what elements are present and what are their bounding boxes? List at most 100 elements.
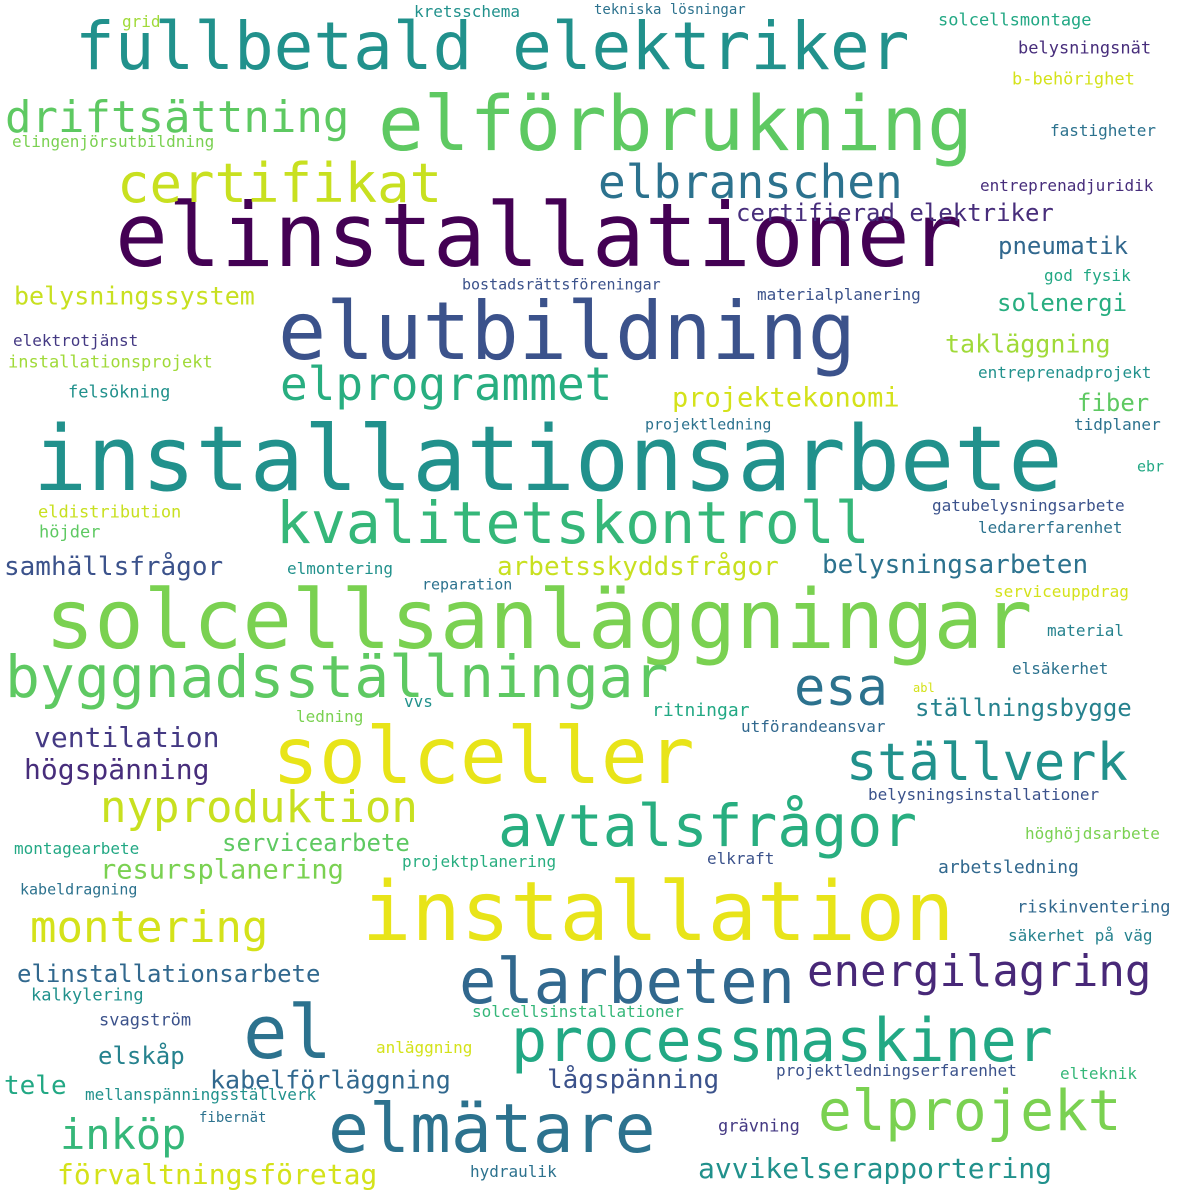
word-cloud-term: högspänning <box>24 753 210 786</box>
word-cloud-term: ställningsbygge <box>915 694 1132 722</box>
word-cloud-term: servicearbete <box>222 829 410 857</box>
word-cloud-term: utförandeansvar <box>741 717 886 736</box>
word-cloud-term: avtalsfrågor <box>498 792 918 860</box>
word-cloud-term: fullbetald elektriker <box>75 8 910 85</box>
word-cloud-term: kalkylering <box>31 985 144 1006</box>
word-cloud-term: elbranschen <box>598 155 903 209</box>
word-cloud-term: resursplanering <box>100 854 344 886</box>
word-cloud-term: elektrotjänst <box>13 331 139 350</box>
word-cloud-term: kretsschema <box>414 2 520 21</box>
word-cloud-term: höghöjdsarbete <box>1025 824 1160 843</box>
word-cloud-term: arbetsledning <box>938 857 1079 878</box>
word-cloud-term: kabeldragning <box>20 880 138 899</box>
word-cloud-term: reparation <box>422 575 513 594</box>
word-cloud-term: byggnadsställningar <box>5 643 669 711</box>
word-cloud-term: fiber <box>1077 389 1150 417</box>
word-cloud-term: elarbeten <box>459 945 795 1018</box>
word-cloud-term: riskinventering <box>1017 897 1171 918</box>
word-cloud-term: pneumatik <box>998 232 1129 260</box>
word-cloud-term: arbetsskyddsfrågor <box>497 552 779 582</box>
word-cloud-term: belysningsinstallationer <box>868 785 1100 804</box>
word-cloud-term: bostadsrättsföreningar <box>462 275 661 294</box>
word-cloud-term: elinstallationer <box>115 184 963 287</box>
word-cloud-term: lågspänning <box>547 1065 720 1095</box>
word-cloud-term: materialplanering <box>757 285 921 304</box>
word-cloud-term: fastigheter <box>1050 121 1156 140</box>
word-cloud-term: elförbrukning <box>378 79 973 168</box>
word-cloud-term: hydraulik <box>470 1162 557 1181</box>
word-cloud-term: nyproduktion <box>100 782 418 833</box>
word-cloud-term: god fysik <box>1044 266 1131 285</box>
word-cloud-term: energilagring <box>807 946 1152 997</box>
word-cloud-term: tekniska lösningar <box>594 2 746 18</box>
word-cloud-term: installationsprojekt <box>8 352 213 373</box>
word-cloud-term: vvs <box>404 692 433 711</box>
word-cloud-term: takläggning <box>945 329 1111 359</box>
word-cloud-term: belysningssystem <box>14 281 255 311</box>
word-cloud-term: svagström <box>99 1010 192 1031</box>
word-cloud-term: ebr <box>1137 457 1165 476</box>
word-cloud-term: tidplaner <box>1074 415 1161 434</box>
word-cloud-term: b-behörighet <box>1012 69 1135 90</box>
word-cloud-term: elutbildning <box>278 285 856 378</box>
word-cloud-term: ledning <box>296 707 364 726</box>
word-cloud-term: installation <box>362 865 955 960</box>
word-cloud-term: avvikelserapportering <box>698 1152 1053 1185</box>
word-cloud-term: förvaltningsföretag <box>57 1158 378 1191</box>
word-cloud-term: ventilation <box>34 721 220 754</box>
word-cloud-term: felsökning <box>68 382 171 403</box>
word-cloud-term: elmätare <box>328 1090 656 1169</box>
word-cloud-term: solenergi <box>997 289 1128 317</box>
word-cloud-term: säkerhet på väg <box>1008 926 1153 945</box>
word-cloud-term: belysningsnät <box>1018 38 1152 59</box>
word-cloud-term: tele <box>4 1071 67 1101</box>
word-cloud-term: elmontering <box>287 559 393 578</box>
word-cloud-term: samhällsfrågor <box>4 552 224 582</box>
word-cloud-term: ledarerfarenhet <box>978 518 1123 537</box>
word-cloud-term: elprogrammet <box>280 357 613 411</box>
word-cloud-term: elteknik <box>1060 1064 1138 1083</box>
word-cloud-term: elprojekt <box>818 1079 1122 1144</box>
word-cloud-term: certifikat <box>117 152 443 215</box>
word-cloud-term: ritningar <box>652 700 750 721</box>
word-cloud-term: elsäkerhet <box>1012 659 1109 678</box>
word-cloud-term: montering <box>30 902 269 953</box>
word-cloud-term: ställverk <box>846 733 1128 793</box>
word-cloud-term: montagearbete <box>14 839 140 858</box>
word-cloud-term: solcellsinstallationer <box>472 1002 684 1021</box>
word-cloud-term: projektekonomi <box>672 382 900 414</box>
word-cloud-term: elkraft <box>707 849 775 868</box>
word-cloud-term: anläggning <box>376 1038 473 1057</box>
word-cloud-term: solcellsmontage <box>938 10 1092 31</box>
word-cloud-term: grävning <box>718 1116 800 1137</box>
word-cloud-term: projektledning <box>645 415 772 434</box>
word-cloud-term: el <box>243 990 333 1076</box>
word-cloud-term: projektledningserfarenhet <box>776 1061 1017 1080</box>
word-cloud-term: serviceuppdrag <box>994 582 1129 601</box>
word-cloud-term: grid <box>122 12 161 31</box>
word-cloud-term: elinstallationsarbete <box>17 960 321 988</box>
word-cloud-term: inköp <box>60 1110 187 1159</box>
word-cloud-term: entreprenadprojekt <box>978 363 1152 382</box>
word-cloud-term: gatubelysningsarbete <box>932 496 1125 515</box>
word-cloud-term: abl <box>913 681 935 695</box>
word-cloud-term: installationsarbete <box>33 407 1063 512</box>
word-cloud-term: elingenjörsutbildning <box>12 132 215 151</box>
word-cloud-term: processmaskiner <box>511 1006 1053 1076</box>
word-cloud-term: kabelförläggning <box>210 1065 451 1095</box>
word-cloud-term: höjder <box>39 522 101 543</box>
word-cloud-term: solcellsanläggningar <box>45 573 1033 668</box>
word-cloud-term: projektplanering <box>402 852 557 871</box>
word-cloud-term: eldistribution <box>38 502 182 523</box>
word-cloud-term: certifierad elektriker <box>736 199 1054 227</box>
word-cloud-term: belysningsarbeten <box>822 550 1089 580</box>
word-cloud-term: material <box>1047 621 1125 640</box>
word-cloud-term: elskåp <box>98 1042 185 1070</box>
word-cloud-term: driftsättning <box>5 92 350 143</box>
word-cloud-term: mellanspänningsställverk <box>85 1085 317 1104</box>
word-cloud-term: entreprenadjuridik <box>980 176 1154 195</box>
word-cloud-term: kvalitetskontroll <box>276 489 870 557</box>
word-cloud-term: esa <box>794 658 888 718</box>
word-cloud-term: solceller <box>272 712 695 802</box>
